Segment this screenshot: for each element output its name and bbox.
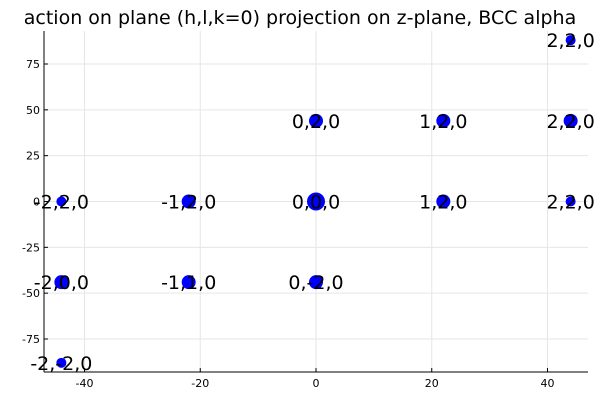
data-label: 1,2,0: [419, 192, 467, 214]
data-label: 1,2,0: [419, 111, 467, 133]
y-tick-label: -50: [22, 287, 40, 300]
y-tick-label: 0: [33, 196, 40, 209]
data-label: -2,0,0: [34, 272, 89, 294]
data-point: [181, 275, 196, 290]
data-label: 2,2,0: [546, 192, 594, 214]
x-tick-label: 40: [540, 377, 554, 390]
data-label: -1,1,0: [161, 272, 216, 294]
data-point: [563, 113, 578, 128]
y-tick-label: -75: [22, 333, 40, 346]
x-tick-label: -40: [76, 377, 94, 390]
data-label: 2,2,0: [546, 30, 594, 52]
x-tick-label: 0: [313, 377, 320, 390]
y-tick-label: 25: [26, 150, 40, 163]
x-tick-label: 20: [425, 377, 439, 390]
data-point: [309, 113, 323, 128]
x-tick-label: -20: [191, 377, 209, 390]
data-label: 0,0,0: [292, 192, 340, 214]
data-label: -2,-2,0: [30, 353, 92, 375]
data-point: [54, 275, 69, 290]
data-label: -1,2,0: [161, 192, 216, 214]
y-tick-label: 50: [26, 104, 40, 117]
data-point: [56, 196, 67, 207]
axes: -40 -20 0 20 40 -75 -50 -25 0 25 50 75: [22, 31, 588, 390]
data-point: [181, 194, 196, 209]
data-label: -2,2,0: [34, 192, 89, 214]
data-point: [307, 192, 325, 211]
data-point: [436, 113, 451, 128]
data-point: [436, 194, 451, 209]
y-tick-label: 75: [26, 58, 40, 71]
data-point: [565, 35, 576, 46]
data-point: [56, 357, 67, 368]
data-label: 2,2,0: [546, 111, 594, 133]
chart-title: action on plane (h,l,k=0) projection on …: [24, 7, 576, 29]
data-point: [309, 275, 323, 290]
data-point: [565, 196, 576, 207]
y-tick-label: -25: [22, 241, 40, 254]
data-points: [54, 35, 578, 368]
data-label: 0,2,0: [292, 111, 340, 133]
data-label: 0,-2,0: [288, 272, 343, 294]
point-labels: 2,2,0 0,2,0 1,2,0 2,2,0 -2,2,0 -1,2,0 0,0,0 1,2…: [30, 30, 594, 375]
